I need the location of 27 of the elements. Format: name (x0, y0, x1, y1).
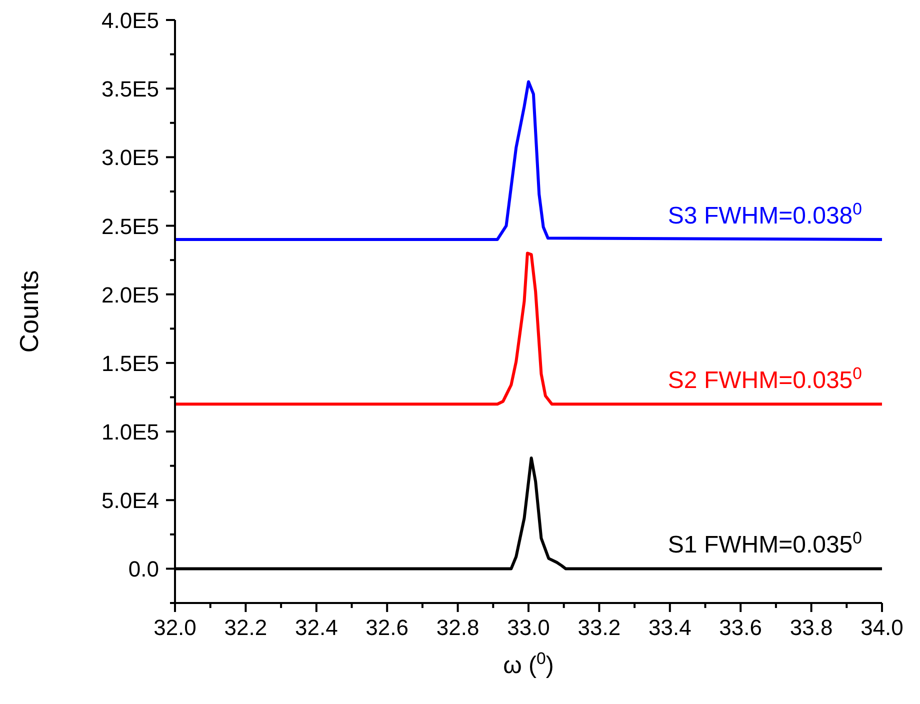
y-tick-label: 2.5E5 (102, 214, 159, 239)
y-axis-title: Counts (14, 270, 44, 353)
x-tick-label: 33.6 (719, 615, 762, 640)
x-tick-label: 32.4 (294, 615, 338, 640)
y-tick-label: 5.0E4 (102, 488, 159, 514)
line-series (175, 80, 882, 241)
y-tick-label: 3.0E5 (102, 145, 159, 170)
x-axis-title: ω ($^{0}$) (503, 648, 554, 679)
x-tick-label: 33.2 (578, 615, 621, 640)
y-tick-label: 2.0E5 (102, 282, 159, 308)
x-tick-label: 32.2 (224, 615, 268, 640)
y-tick-label: 0.0 (128, 556, 159, 582)
y-tick-label: 1.0E5 (102, 420, 159, 445)
x-tick-label: 32.8 (436, 615, 480, 640)
x-tick-label: 33.8 (790, 615, 833, 640)
series-label: S3 FWHM=0.038$^{0}$ (668, 198, 862, 230)
x-tick-label: 33.4 (648, 615, 692, 640)
x-tick-label: 32.0 (154, 615, 196, 640)
series-label: S2 FWHM=0.035$^{0}$ (668, 364, 862, 394)
line-series (175, 252, 882, 406)
x-tick-label: 33.0 (507, 615, 550, 640)
x-tick-label: 34.0 (860, 615, 904, 640)
y-tick-label: 3.5E5 (102, 76, 159, 102)
series-label: S1 FWHM=0.035$^{0}$ (668, 528, 862, 559)
y-tick-label: 1.5E5 (102, 350, 159, 376)
x-tick-label: 32.6 (366, 615, 409, 640)
y-tick-label: 4.0E5 (102, 8, 159, 33)
